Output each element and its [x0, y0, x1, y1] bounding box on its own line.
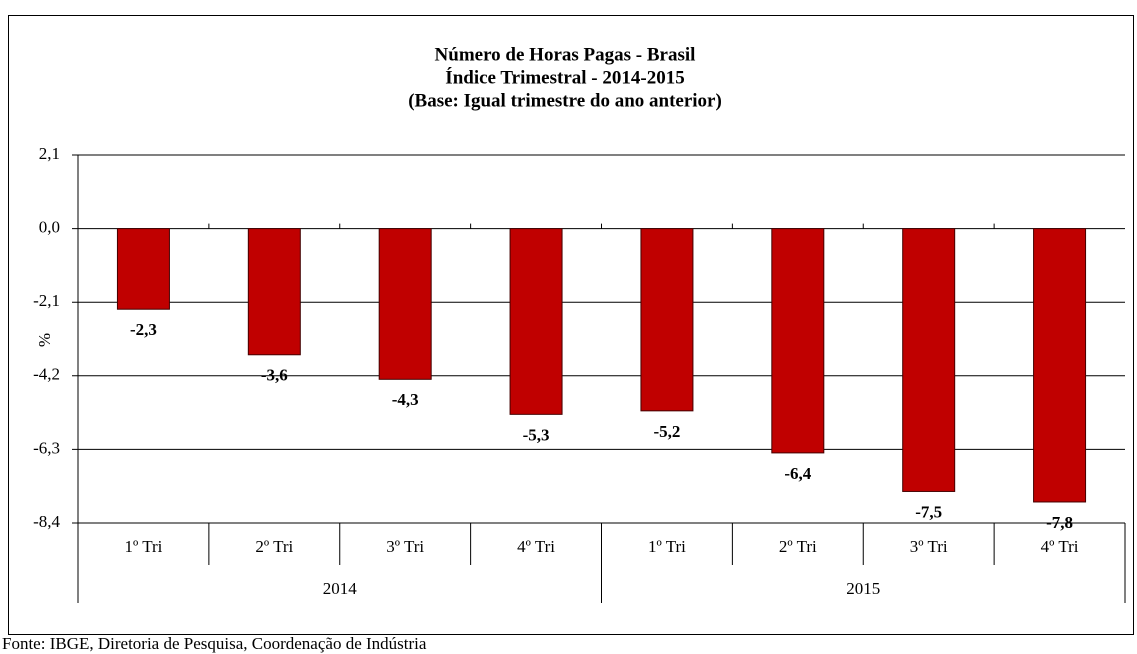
value-label: -3,6 — [261, 366, 288, 385]
x-tick-label: 1º Tri — [124, 537, 162, 556]
source-note: Fonte: IBGE, Diretoria de Pesquisa, Coor… — [2, 634, 427, 653]
x-tick-label: 3º Tri — [386, 537, 424, 556]
value-label: -7,5 — [915, 502, 942, 521]
bar — [1033, 228, 1087, 503]
y-tick-label: -2,1 — [33, 291, 60, 310]
y-tick-label: -8,4 — [33, 512, 60, 531]
bar — [247, 228, 301, 356]
y-tick-label: 0,0 — [39, 218, 60, 237]
bar — [378, 228, 432, 380]
y-tick-label: 2,1 — [39, 144, 60, 163]
value-label: -6,4 — [784, 464, 811, 483]
chart-frame — [8, 15, 1134, 635]
group-label: 2015 — [846, 579, 880, 598]
bar — [771, 228, 825, 454]
y-tick-label: -4,2 — [33, 365, 60, 384]
y-axis-label: % — [35, 333, 54, 347]
bar — [509, 228, 563, 415]
bar — [116, 228, 170, 310]
chart-title: Índice Trimestral - 2014-2015 — [445, 66, 684, 88]
x-tick-label: 3º Tri — [910, 537, 948, 556]
x-tick-label: 2º Tri — [255, 537, 293, 556]
bar — [640, 228, 694, 412]
chart-title: (Base: Igual trimestre do ano anterior) — [408, 90, 722, 111]
x-tick-label: 4º Tri — [1041, 537, 1079, 556]
value-label: -5,3 — [523, 425, 550, 444]
value-label: -4,3 — [392, 390, 419, 409]
value-label: -2,3 — [130, 320, 157, 339]
value-label: -5,2 — [653, 422, 680, 441]
x-tick-label: 2º Tri — [779, 537, 817, 556]
x-tick-label: 1º Tri — [648, 537, 686, 556]
chart-title: Número de Horas Pagas - Brasil — [435, 44, 696, 65]
bar — [902, 228, 956, 492]
y-tick-label: -6,3 — [33, 438, 60, 457]
value-label: -7,8 — [1046, 513, 1073, 532]
group-label: 2014 — [323, 579, 358, 598]
x-tick-label: 4º Tri — [517, 537, 555, 556]
